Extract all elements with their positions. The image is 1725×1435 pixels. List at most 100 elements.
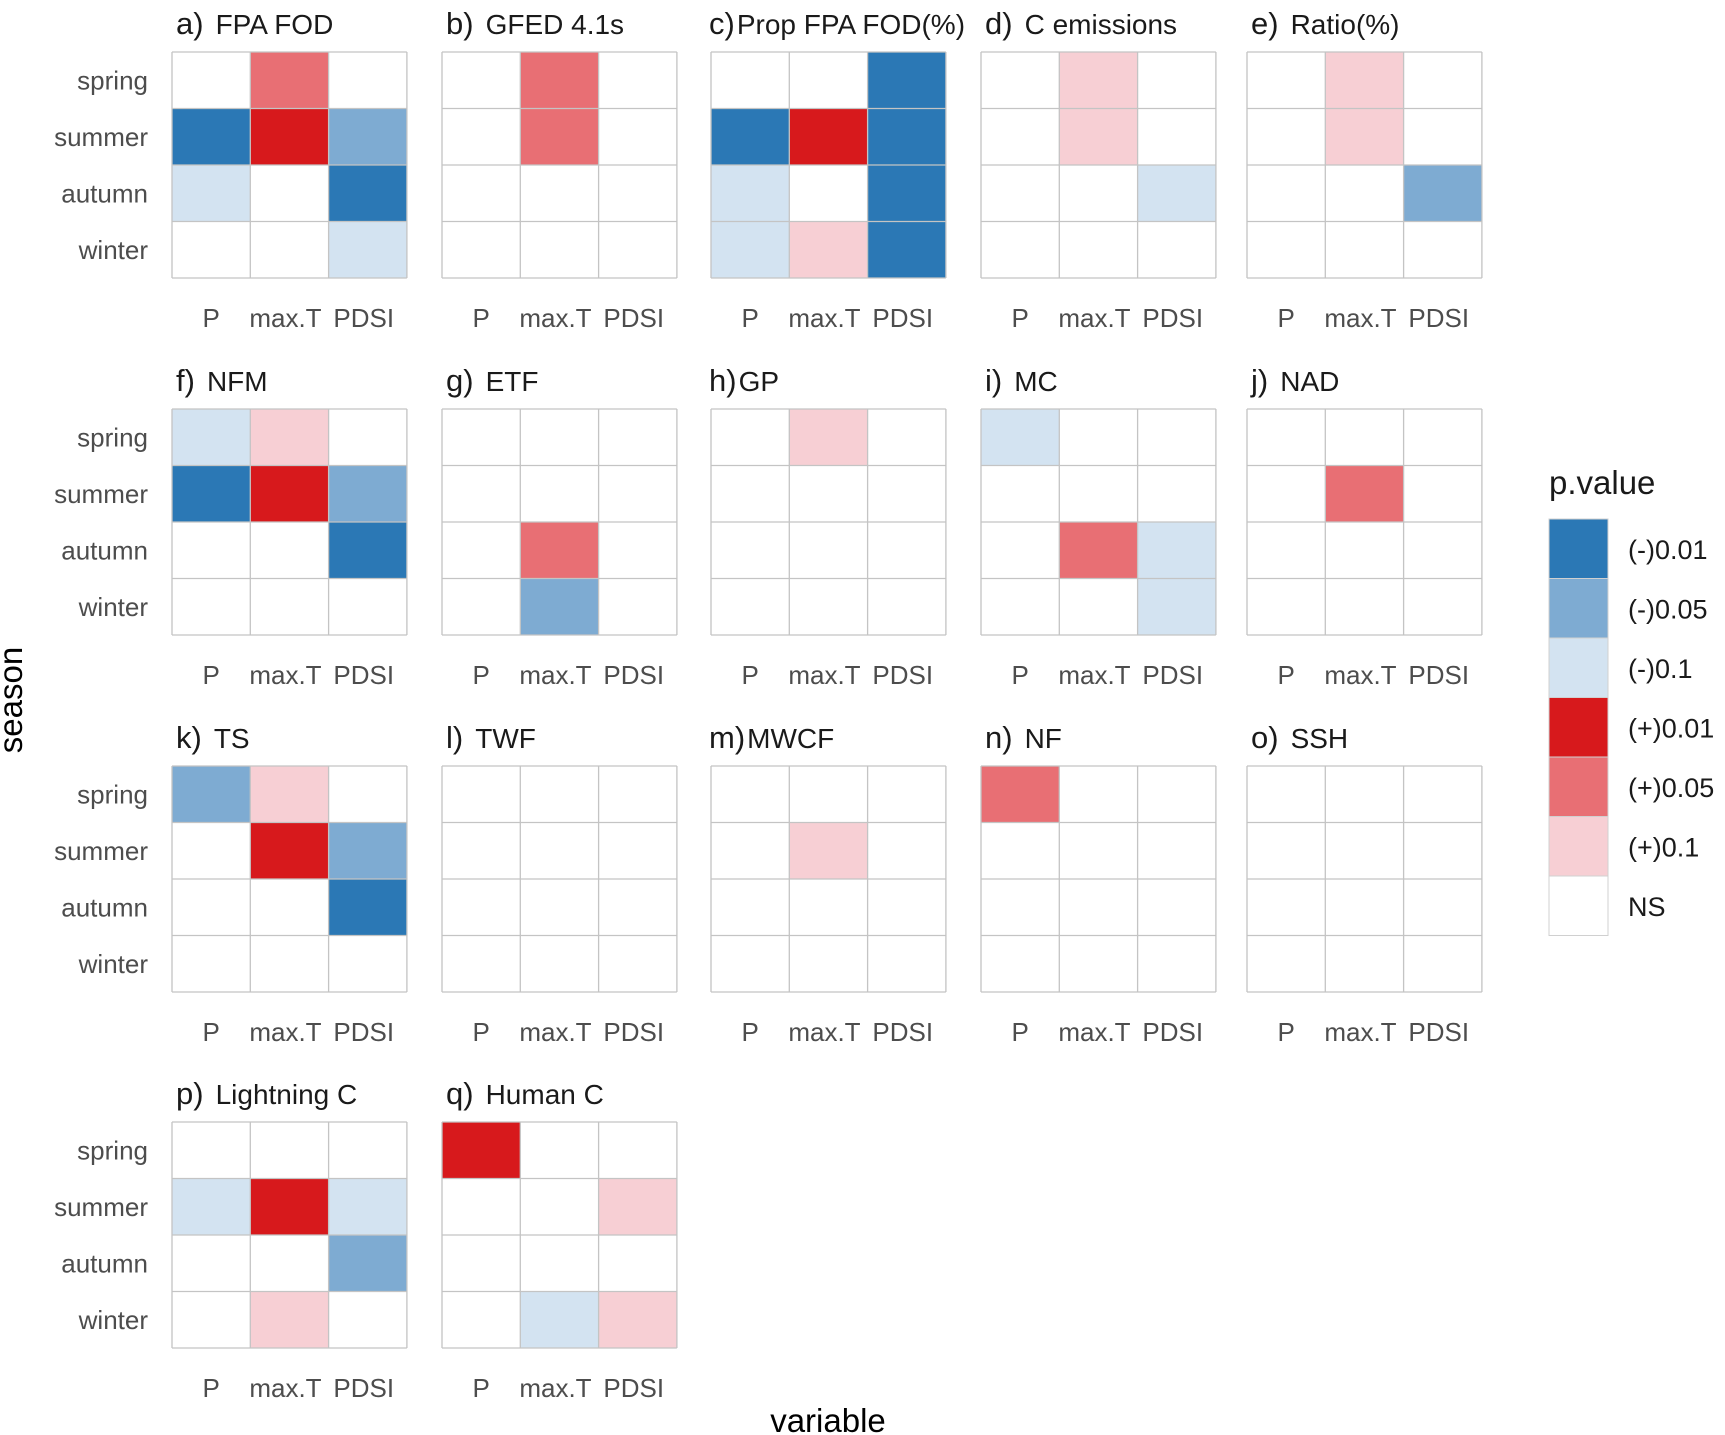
heatmap-cell-winter-maxT — [520, 1291, 599, 1348]
legend-swatch — [1548, 816, 1609, 877]
heatmap-cell-autumn-maxT — [1059, 879, 1138, 936]
heatmap-cell-autumn-maxT — [520, 1235, 599, 1292]
x-tick-label: P — [1277, 303, 1294, 333]
heatmap-cell-autumn-PDSI — [328, 879, 407, 936]
heatmap-cell-winter-maxT — [1059, 935, 1138, 992]
heatmap-cell-summer-maxT — [520, 1178, 599, 1235]
heatmap-cell-winter-PDSI — [867, 935, 946, 992]
panel-tag: l) — [446, 720, 463, 755]
legend-swatch — [1548, 875, 1609, 936]
heatmap-cell-summer-P — [981, 465, 1060, 522]
panel-title-text: ETF — [486, 366, 539, 397]
legend-item: NS — [1548, 875, 1666, 936]
heatmap-cell-spring-P — [442, 766, 521, 823]
panel-d: d) C emissions P max.T PDSI — [980, 6, 1217, 333]
x-tick-label: max.T — [1058, 1017, 1130, 1047]
heatmap-cell-summer-PDSI — [598, 465, 677, 522]
x-tick-label: max.T — [519, 660, 591, 690]
heatmap-cell-spring-P — [172, 409, 251, 466]
x-tick-label: P — [472, 303, 489, 333]
x-tick-label: PDSI — [1408, 1017, 1469, 1047]
heatmap-cell-autumn-maxT — [250, 879, 329, 936]
heatmap-cell-autumn-maxT — [520, 522, 599, 579]
x-tick-label: max.T — [519, 1373, 591, 1403]
heatmap-cell-winter-PDSI — [328, 935, 407, 992]
x-tick-label: P — [472, 1373, 489, 1403]
x-tick-label: PDSI — [333, 1017, 394, 1047]
legend: p.value (-)0.01 (-)0.05 (-)0.1 (+)0.01 (+)0.… — [1548, 464, 1714, 936]
heatmap-cell-spring-PDSI — [1137, 409, 1216, 466]
panel-i: i) MC P max.T PDSI — [980, 363, 1217, 690]
panel-title-text: GFED 4.1s — [486, 9, 624, 40]
heatmap-cell-winter-PDSI — [1403, 221, 1482, 278]
x-tick-label: PDSI — [1142, 1017, 1203, 1047]
x-tick-label: PDSI — [333, 660, 394, 690]
heatmap-cell-winter-P — [1247, 221, 1326, 278]
panel-title: g) ETF — [446, 363, 538, 398]
heatmap-cell-winter-P — [172, 578, 251, 635]
heatmap-cell-winter-PDSI — [1403, 935, 1482, 992]
heatmap-cell-summer-maxT — [520, 108, 599, 165]
heatmap-cell-spring-PDSI — [1137, 766, 1216, 823]
panel-title: p) Lightning C — [176, 1076, 357, 1111]
heatmap-cell-winter-maxT — [1059, 221, 1138, 278]
legend-swatch — [1548, 756, 1609, 817]
legend-label: (-)0.1 — [1628, 654, 1693, 684]
heatmap-cell-winter-P — [711, 221, 790, 278]
heatmap-cell-autumn-P — [981, 879, 1060, 936]
heatmap-cell-autumn-PDSI — [1137, 522, 1216, 579]
heatmap-cell-autumn-P — [711, 165, 790, 222]
heatmap-cell-summer-maxT — [1325, 108, 1404, 165]
heatmap-cell-summer-PDSI — [1137, 465, 1216, 522]
panel-tag: p) — [176, 1076, 204, 1111]
x-tick-label: max.T — [249, 1017, 321, 1047]
heatmap-cell-summer-P — [711, 465, 790, 522]
y-tick-label: summer — [54, 1192, 148, 1222]
x-tick-label: max.T — [249, 303, 321, 333]
legend-item: (-)0.01 — [1548, 518, 1708, 579]
heatmap-cell-spring-maxT — [250, 409, 329, 466]
heatmap-cell-summer-maxT — [520, 822, 599, 879]
heatmap-cell-autumn-maxT — [250, 1235, 329, 1292]
x-tick-label: P — [472, 660, 489, 690]
x-tick-label: max.T — [1324, 1017, 1396, 1047]
heatmap-cell-spring-PDSI — [598, 52, 677, 109]
x-tick-label: PDSI — [872, 303, 933, 333]
heatmap-cell-spring-maxT — [789, 52, 868, 109]
heatmap-cell-autumn-PDSI — [598, 879, 677, 936]
legend-item: (-)0.1 — [1548, 637, 1693, 698]
panel-tag: j) — [1250, 363, 1268, 398]
heatmap-cell-summer-PDSI — [328, 1178, 407, 1235]
panel-title-text: TWF — [475, 723, 536, 754]
heatmap-cell-spring-maxT — [789, 766, 868, 823]
heatmap-cell-winter-maxT — [250, 935, 329, 992]
heatmap-cell-autumn-maxT — [789, 879, 868, 936]
heatmap-cell-winter-P — [711, 935, 790, 992]
heatmap-cell-winter-maxT — [1325, 221, 1404, 278]
panel-title-text: FPA FOD — [216, 9, 334, 40]
heatmap-cell-autumn-P — [711, 522, 790, 579]
heatmap-cell-winter-PDSI — [328, 1291, 407, 1348]
heatmap-cell-summer-PDSI — [867, 465, 946, 522]
heatmap-cell-spring-P — [711, 52, 790, 109]
y-tick-label: autumn — [61, 1248, 148, 1278]
heatmap-cell-summer-PDSI — [328, 465, 407, 522]
heatmap-cell-spring-P — [442, 1122, 521, 1179]
heatmap-cell-spring-P — [1247, 409, 1326, 466]
x-tick-label: max.T — [249, 1373, 321, 1403]
heatmap-cell-spring-maxT — [520, 1122, 599, 1179]
x-tick-label: max.T — [519, 1017, 591, 1047]
heatmap-cell-summer-P — [172, 108, 251, 165]
legend-item: (+)0.01 — [1548, 697, 1714, 758]
heatmap-cell-autumn-maxT — [250, 165, 329, 222]
heatmap-cell-spring-maxT — [520, 766, 599, 823]
heatmap-cell-spring-maxT — [250, 1122, 329, 1179]
panel-tag: o) — [1251, 720, 1279, 755]
heatmap-cell-winter-P — [711, 578, 790, 635]
heatmap-cell-autumn-PDSI — [1137, 879, 1216, 936]
x-tick-label: P — [1011, 303, 1028, 333]
heatmap-cell-spring-PDSI — [1403, 766, 1482, 823]
panels: a) FPA FOD P max.T PDSI spring summer autumn win… — [54, 6, 1483, 1403]
heatmap-cell-spring-PDSI — [867, 52, 946, 109]
heatmap-cell-autumn-PDSI — [328, 1235, 407, 1292]
